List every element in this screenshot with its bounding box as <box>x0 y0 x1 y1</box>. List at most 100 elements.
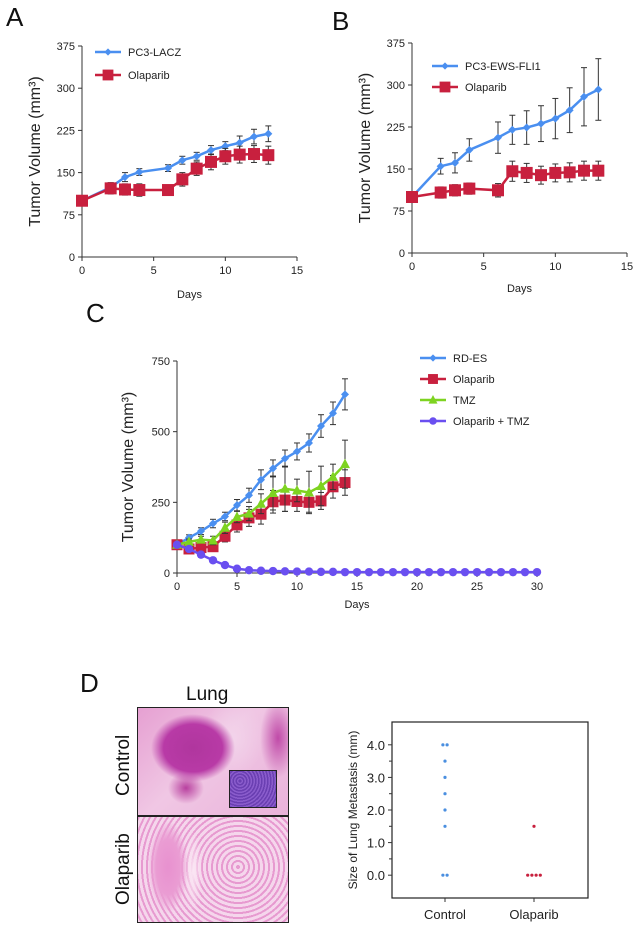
panel-label-d: D <box>80 668 99 698</box>
data-point-a-pc3-lacz <box>135 168 144 177</box>
y-tick-label-b: 150 <box>387 164 405 176</box>
data-point-c-rd-es <box>293 447 301 456</box>
data-point-d-control <box>445 873 449 877</box>
data-point-a-olaparib <box>119 183 131 196</box>
data-point-d-control <box>443 775 447 780</box>
data-point-b-pc3-ews-fli1 <box>522 123 531 132</box>
y-tick-label-c: 500 <box>152 427 170 439</box>
data-point-c-rd-es <box>245 491 253 500</box>
x-category-label-d: Olaparib <box>509 907 558 922</box>
histology-column-label: Lung <box>186 684 229 705</box>
legend-marker-b-olaparib <box>439 81 451 93</box>
data-point-a-pc3-lacz <box>192 152 201 161</box>
y-tick-label-a: 150 <box>57 168 75 180</box>
data-point-a-pc3-lacz <box>164 164 172 173</box>
data-point-c-tmz <box>208 534 218 545</box>
y-axis-label-b: Tumor Volume (mm³) <box>357 73 374 224</box>
data-point-c-olaparib-tmz <box>532 567 542 577</box>
data-point-c-olaparib-tmz <box>388 567 398 577</box>
data-point-b-pc3-ews-fli1 <box>594 85 603 94</box>
legend-marker-a-olaparib <box>102 69 114 81</box>
data-point-b-pc3-ews-fli1 <box>537 119 545 128</box>
data-point-b-olaparib <box>463 182 476 195</box>
data-point-b-pc3-ews-fli1 <box>580 92 588 101</box>
data-point-d-control <box>441 873 445 877</box>
data-point-b-olaparib <box>549 166 562 179</box>
x-category-label-d: Control <box>424 907 466 922</box>
y-tick-label-b: 75 <box>393 206 405 218</box>
x-tick-label-c: 30 <box>531 581 543 593</box>
data-point-c-tmz <box>244 508 254 518</box>
legend-label-c-olaparib: Olaparib <box>453 374 495 386</box>
data-point-c-olaparib-tmz <box>436 567 446 577</box>
data-point-d-control <box>443 808 447 812</box>
data-point-c-rd-es <box>233 501 241 510</box>
x-tick-label-c: 0 <box>174 581 180 593</box>
legend-marker-c-rd-es <box>429 354 437 362</box>
data-point-c-olaparib-tmz <box>196 550 206 559</box>
data-point-c-tmz <box>184 536 194 546</box>
data-point-c-olaparib-tmz <box>316 567 326 577</box>
data-point-b-olaparib <box>506 165 519 178</box>
histology-olaparib-image <box>138 817 288 922</box>
data-point-c-olaparib-tmz <box>508 567 518 577</box>
data-point-d-olaparib <box>538 873 542 877</box>
data-point-c-olaparib <box>219 530 231 542</box>
data-point-b-olaparib <box>563 166 576 179</box>
data-point-d-control <box>443 824 447 828</box>
x-tick-label-b: 0 <box>409 261 415 273</box>
data-point-c-olaparib <box>255 508 267 520</box>
data-point-c-olaparib <box>195 542 207 554</box>
data-point-c-tmz <box>256 498 266 508</box>
data-point-a-pc3-lacz <box>264 129 273 138</box>
panel-label-c: C <box>86 298 105 328</box>
legend-marker-c-olaparib <box>428 374 438 384</box>
data-point-c-olaparib-tmz <box>496 567 506 577</box>
x-tick-label-c: 20 <box>411 581 423 593</box>
data-point-c-olaparib-tmz <box>352 567 362 577</box>
data-point-c-olaparib-tmz <box>268 566 278 576</box>
histology-row-label-olaparib: Olaparib <box>113 833 134 905</box>
y-tick-label-d: 4.0 <box>367 738 385 753</box>
data-point-c-olaparib-tmz <box>520 567 530 577</box>
data-point-c-olaparib-tmz <box>364 567 374 577</box>
y-tick-label-b: 375 <box>387 38 405 50</box>
data-point-c-rd-es <box>341 390 349 399</box>
x-axis-label-c: Days <box>344 599 370 611</box>
data-point-b-olaparib <box>449 184 461 197</box>
x-tick-label-c: 25 <box>471 581 483 593</box>
data-point-b-pc3-ews-fli1 <box>508 125 517 134</box>
data-point-a-pc3-lacz <box>250 132 258 141</box>
data-point-a-olaparib <box>176 173 189 186</box>
data-point-b-pc3-ews-fli1 <box>551 114 560 123</box>
y-tick-label-a: 375 <box>57 41 75 53</box>
data-point-c-olaparib-tmz <box>256 566 266 575</box>
legend-label-a-olaparib: Olaparib <box>128 70 170 82</box>
data-point-a-pc3-lacz <box>207 146 215 155</box>
x-tick-label-c: 5 <box>234 581 240 593</box>
data-point-b-olaparib <box>492 184 504 197</box>
histology-row-label-control: Control <box>113 734 134 796</box>
histology-control-inset <box>229 770 277 808</box>
data-point-c-tmz <box>232 511 242 522</box>
data-point-c-olaparib-tmz <box>292 567 302 576</box>
data-point-c-tmz <box>304 486 314 497</box>
data-point-c-rd-es <box>269 464 277 473</box>
data-point-c-tmz <box>316 480 326 490</box>
legend-label-a-pc3-lacz: PC3-LACZ <box>128 47 181 59</box>
data-point-c-olaparib-tmz <box>400 567 410 577</box>
x-axis-label-a: Days <box>177 289 203 301</box>
y-tick-label-a: 225 <box>57 125 75 137</box>
data-point-a-olaparib <box>219 150 232 163</box>
y-tick-label-d: 1.0 <box>367 836 385 851</box>
y-tick-label-d: 3.0 <box>367 770 385 785</box>
y-tick-label-a: 75 <box>63 210 75 222</box>
y-axis-label-c: Tumor Volume (mm³) <box>120 392 137 543</box>
y-tick-label-a: 0 <box>69 252 75 264</box>
panel-label-a: A <box>6 2 24 32</box>
y-tick-label-b: 225 <box>387 122 405 134</box>
legend-marker-c-tmz <box>428 395 438 404</box>
y-tick-label-a: 300 <box>57 83 75 95</box>
data-point-c-olaparib-tmz <box>304 567 314 576</box>
data-point-c-rd-es <box>209 519 217 528</box>
